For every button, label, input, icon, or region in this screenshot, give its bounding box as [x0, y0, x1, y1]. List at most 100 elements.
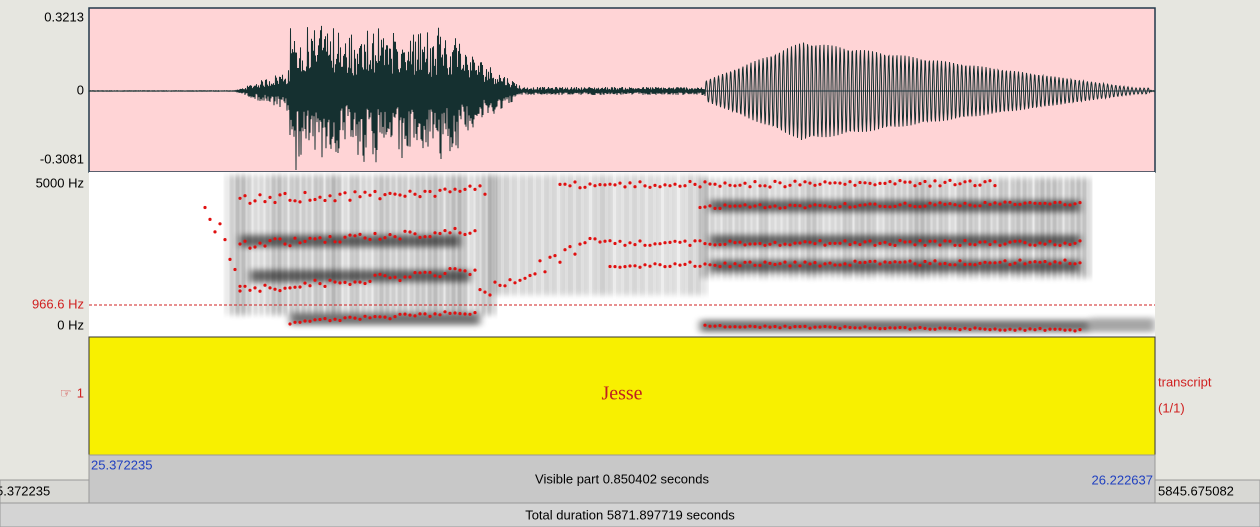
- formant-point: [1043, 329, 1046, 332]
- formant-point: [363, 315, 366, 318]
- formant-point: [943, 203, 946, 206]
- formant-point: [1008, 241, 1011, 244]
- formant-point: [378, 315, 381, 318]
- formant-point: [503, 284, 506, 287]
- formant-point: [1048, 328, 1051, 331]
- formant-point: [253, 199, 256, 202]
- formant-point: [858, 261, 861, 264]
- interval-text[interactable]: Jesse: [601, 383, 642, 405]
- formant-point: [1008, 201, 1011, 204]
- formant-point: [1048, 262, 1051, 265]
- formant-point: [1063, 242, 1066, 245]
- formant-point: [683, 240, 686, 243]
- formant-point: [228, 258, 231, 261]
- formant-point: [933, 328, 936, 331]
- formant-point: [263, 200, 266, 203]
- formant-point: [733, 204, 736, 207]
- formant-point: [623, 265, 626, 268]
- spectrogram-energy: [658, 175, 667, 295]
- formant-point: [253, 286, 256, 289]
- formant-point: [1018, 240, 1021, 243]
- formant-point: [288, 244, 291, 247]
- spectrogram-energy: [642, 175, 651, 295]
- formant-point: [333, 318, 336, 321]
- formant-point: [483, 193, 486, 196]
- formant-point: [978, 262, 981, 265]
- formant-point: [398, 237, 401, 240]
- formant-point: [588, 182, 591, 185]
- formant-point: [883, 260, 886, 263]
- formant-point: [848, 264, 851, 267]
- formant-point: [553, 254, 556, 257]
- formant-point: [238, 242, 241, 245]
- formant-point: [333, 280, 336, 283]
- formant-point: [953, 263, 956, 266]
- formant-point: [828, 182, 831, 185]
- formant-point: [1043, 202, 1046, 205]
- formant-point: [708, 325, 711, 328]
- spectrogram-energy: [554, 175, 563, 295]
- formant-point: [773, 180, 776, 183]
- formant-point: [408, 314, 411, 317]
- formant-point: [888, 180, 891, 183]
- formant-point: [203, 206, 206, 209]
- formant-point: [658, 185, 661, 188]
- formant-point: [1003, 201, 1006, 204]
- formant-point: [888, 243, 891, 246]
- formant-point: [413, 314, 416, 317]
- visible-start-time: 25.372235: [91, 457, 152, 472]
- formant-point: [853, 260, 856, 263]
- formant-point: [298, 285, 301, 288]
- formant-point: [948, 179, 951, 182]
- formant-point: [318, 236, 321, 239]
- formant-point: [488, 293, 491, 296]
- formant-point: [918, 326, 921, 329]
- formant-point: [723, 243, 726, 246]
- formant-point: [313, 237, 316, 240]
- formant-point: [998, 328, 1001, 331]
- formant-point: [713, 183, 716, 186]
- formant-point: [238, 197, 241, 200]
- formant-point: [388, 192, 391, 195]
- formant-point: [748, 205, 751, 208]
- formant-point: [898, 261, 901, 264]
- formant-point: [308, 320, 311, 323]
- formant-point: [478, 288, 481, 291]
- formant-point: [433, 231, 436, 234]
- formant-point: [898, 203, 901, 206]
- formant-point: [738, 241, 741, 244]
- formant-point: [843, 239, 846, 242]
- spectrogram-energy: [594, 175, 603, 295]
- formant-point: [948, 202, 951, 205]
- formant-point: [683, 184, 686, 187]
- formant-point: [1038, 241, 1041, 244]
- formant-point: [358, 233, 361, 236]
- formant-point: [893, 244, 896, 247]
- formant-point: [363, 282, 366, 285]
- formant-point: [703, 262, 706, 265]
- formant-point: [888, 205, 891, 208]
- formant-point: [828, 205, 831, 208]
- formant-point: [728, 240, 731, 243]
- formant-point: [918, 239, 921, 242]
- formant-point: [378, 273, 381, 276]
- formant-point: [918, 182, 921, 185]
- formant-point: [483, 291, 486, 294]
- formant-point: [988, 179, 991, 182]
- formant-point: [928, 185, 931, 188]
- formant-point: [303, 240, 306, 243]
- formant-point: [1058, 201, 1061, 204]
- formant-point: [763, 184, 766, 187]
- formant-point: [963, 180, 966, 183]
- spectrogram-energy: [240, 235, 460, 247]
- formant-point: [878, 327, 881, 330]
- formant-point: [703, 324, 706, 327]
- formant-point: [768, 185, 771, 188]
- formant-point: [893, 205, 896, 208]
- formant-point: [1053, 328, 1056, 331]
- formant-point: [908, 328, 911, 331]
- tier-count: (1/1): [1158, 400, 1185, 415]
- formant-point: [908, 204, 911, 207]
- formant-point: [763, 261, 766, 264]
- formant-point: [238, 289, 241, 292]
